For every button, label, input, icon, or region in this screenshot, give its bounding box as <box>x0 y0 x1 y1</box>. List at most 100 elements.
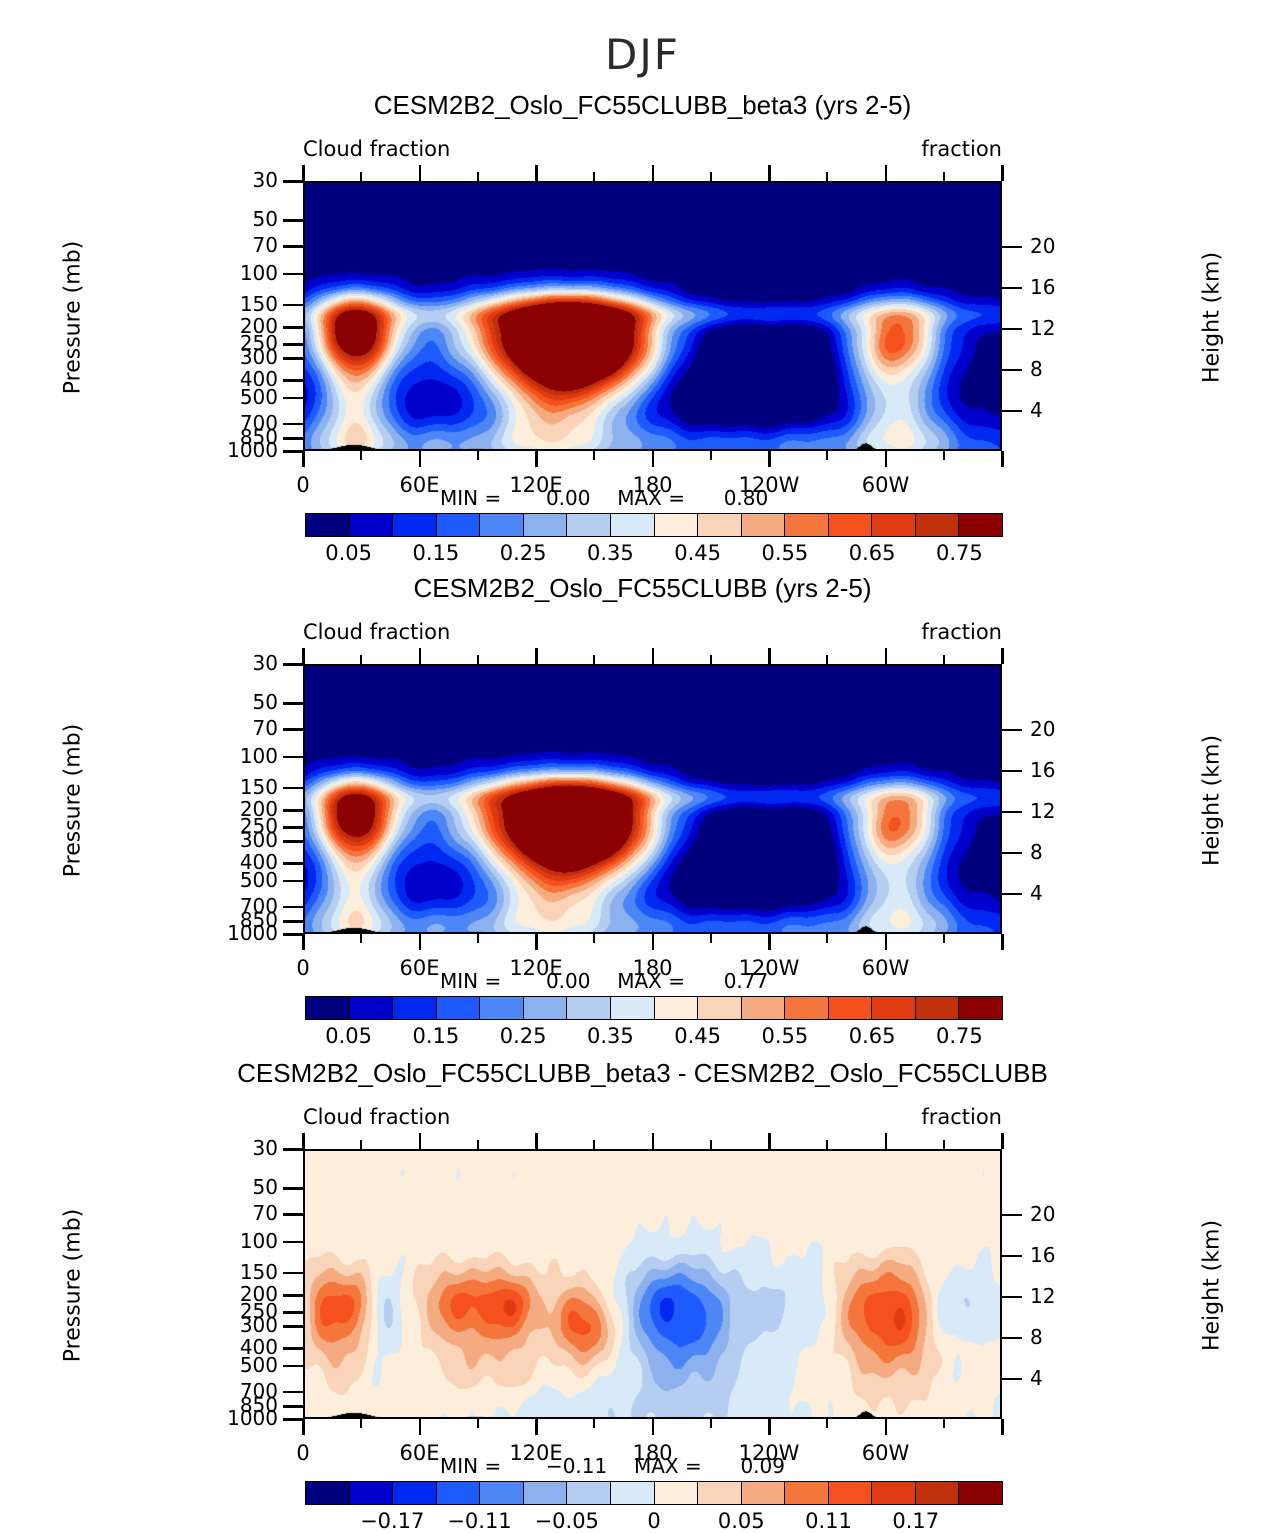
season-title: DJF <box>605 30 680 79</box>
height-tick <box>1002 286 1022 290</box>
height-tick-label: 20 <box>1030 233 1056 258</box>
x-tick-label: 60E <box>399 956 440 980</box>
height-tick <box>1002 769 1022 773</box>
max-value: 0.77 <box>723 969 769 993</box>
x-tick-top-major <box>651 165 654 181</box>
height-axis-title: Height (km) <box>1199 251 1225 384</box>
minmax-readout: MIN = 0.00 MAX = 0.77 <box>440 969 768 993</box>
x-tick-major <box>418 451 421 467</box>
colorbar-swatch <box>872 1482 916 1504</box>
x-tick-top-major <box>768 165 771 181</box>
x-tick-minor <box>360 1419 363 1428</box>
pressure-tick <box>283 826 303 829</box>
pressure-tick <box>283 357 303 360</box>
pressure-tick-label: 200 <box>239 314 278 339</box>
pressure-tick <box>283 343 303 346</box>
max-label: MAX = <box>617 486 685 510</box>
contour-plot <box>303 1149 1002 1419</box>
height-axis-title: Height (km) <box>1199 734 1225 867</box>
x-tick-major <box>1001 934 1004 950</box>
colorbar-swatch <box>698 997 742 1019</box>
max-value: 0.09 <box>740 1454 785 1478</box>
pressure-tick <box>283 663 303 666</box>
x-tick-top-major <box>302 1133 305 1149</box>
x-tick-minor <box>593 1419 596 1428</box>
colorbar-swatch <box>828 1482 873 1504</box>
x-tick-major <box>768 1419 771 1435</box>
x-tick-top-minor <box>942 1140 945 1149</box>
height-tick <box>1002 368 1022 372</box>
min-label: MIN = <box>440 969 502 993</box>
colorbar <box>305 996 1003 1020</box>
pressure-tick-label: 30 <box>252 168 278 192</box>
pressure-tick <box>283 1148 303 1151</box>
x-tick-top-major <box>884 1133 887 1149</box>
x-tick-top-minor <box>476 655 479 664</box>
x-tick-top-major <box>535 1133 538 1149</box>
pressure-tick <box>283 1271 303 1275</box>
pressure-tick <box>283 809 303 812</box>
pressure-tick <box>283 755 303 759</box>
x-tick-minor <box>942 1419 945 1428</box>
colorbar-swatch <box>654 997 699 1019</box>
pressure-tick-label: 150 <box>239 1259 278 1284</box>
pressure-tick-label: 200 <box>239 797 278 822</box>
colorbar-swatch <box>523 997 568 1019</box>
pressure-tick-label: 250 <box>239 814 278 839</box>
x-tick-major <box>302 1419 305 1435</box>
pressure-tick-label: 500 <box>239 1352 278 1377</box>
colorbar-swatch <box>741 514 786 536</box>
x-tick-label: 120E <box>509 473 563 497</box>
colorbar-swatch <box>610 997 655 1019</box>
x-tick-top-major <box>1001 165 1004 181</box>
x-tick-top-major <box>1001 1133 1004 1149</box>
colorbar-tick-label: 0.35 <box>586 1024 634 1048</box>
x-tick-top-minor <box>476 1140 479 1149</box>
x-tick-top-minor <box>826 1140 829 1149</box>
height-tick-label: 4 <box>1030 880 1043 905</box>
colorbar-swatch <box>872 514 916 536</box>
pressure-tick-label: 70 <box>252 716 278 741</box>
pressure-tick-label: 400 <box>239 1335 278 1360</box>
x-tick-label: 180 <box>632 1441 673 1465</box>
colorbar-swatch <box>959 997 1002 1019</box>
x-tick-major <box>302 451 305 467</box>
pressure-tick-label: 100 <box>239 1228 278 1253</box>
height-tick-label: 12 <box>1030 1283 1056 1308</box>
height-tick <box>1002 327 1022 331</box>
x-tick-label: 180 <box>632 956 673 980</box>
colorbar-tick-label: −0.17 <box>360 1509 425 1533</box>
colorbar-swatch <box>567 514 611 536</box>
pressure-tick <box>283 219 303 222</box>
x-tick-major <box>884 1419 887 1435</box>
x-tick-major <box>302 934 305 950</box>
height-tick <box>1002 245 1022 249</box>
height-tick-label: 4 <box>1030 397 1043 422</box>
max-label: MAX = <box>633 1454 702 1478</box>
x-tick-minor <box>709 1419 712 1428</box>
x-tick-major <box>418 1419 421 1435</box>
pressure-tick-label: 300 <box>239 345 278 370</box>
colorbar-swatch <box>785 997 829 1019</box>
panel-title: CESM2B2_Oslo_FC55CLUBB_beta3 (yrs 2-5) <box>373 90 912 120</box>
pressure-tick <box>283 933 303 936</box>
height-tick <box>1002 728 1022 732</box>
pressure-tick-label: 100 <box>239 743 278 768</box>
height-tick <box>1002 1336 1022 1340</box>
colorbar-tick-label: 0.75 <box>935 1024 983 1048</box>
colorbar-tick-label: 0.05 <box>717 1509 765 1533</box>
colorbar-tick-label: 0.35 <box>586 541 634 565</box>
x-tick-major <box>884 934 887 950</box>
colorbar-tick-label: 0.75 <box>935 541 983 565</box>
colorbar-swatch <box>349 1482 394 1504</box>
x-tick-top-major <box>418 648 421 664</box>
x-tick-top-major <box>884 165 887 181</box>
x-tick-label: 60E <box>399 1441 440 1465</box>
x-tick-minor <box>360 934 363 943</box>
height-tick <box>1002 892 1022 896</box>
pressure-tick <box>283 1325 303 1328</box>
pressure-tick <box>283 920 303 923</box>
x-tick-major <box>418 934 421 950</box>
x-tick-label: 60W <box>861 473 910 497</box>
x-tick-top-minor <box>709 1140 712 1149</box>
